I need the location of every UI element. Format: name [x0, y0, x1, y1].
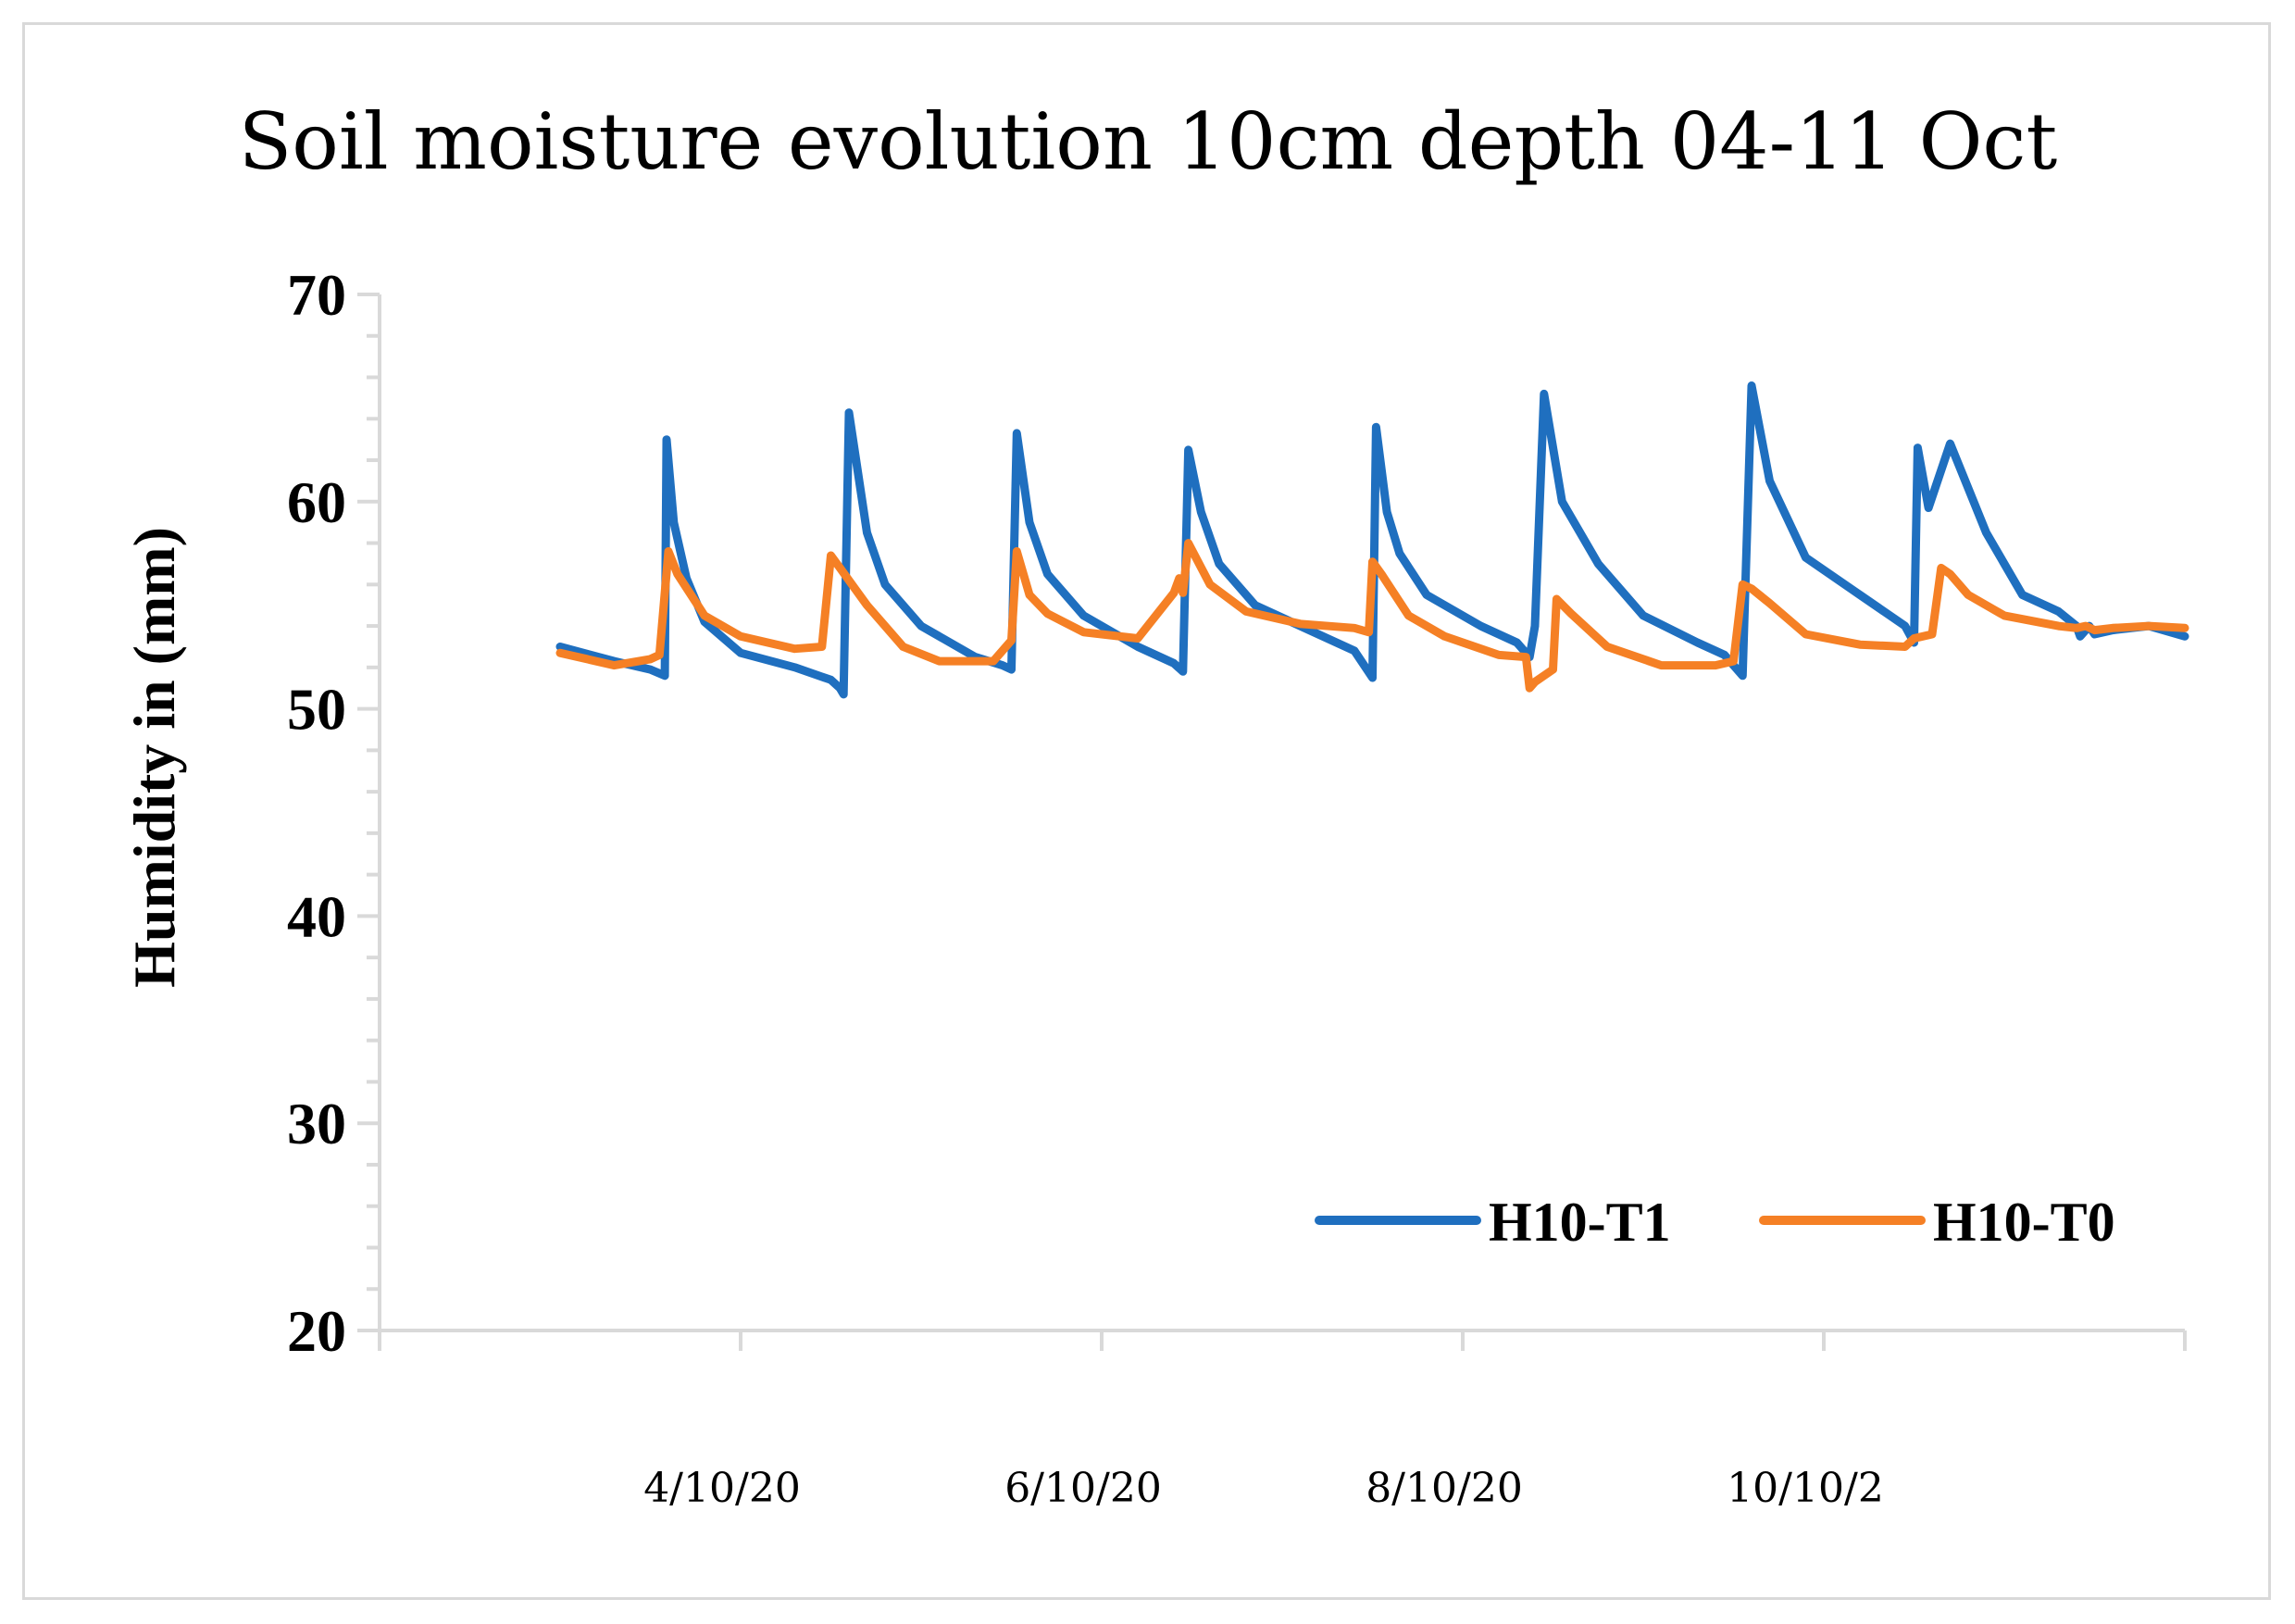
series-line-h10-t1	[555, 381, 2189, 699]
y-tick-label: 70	[287, 262, 346, 328]
y-tick-label: 50	[287, 677, 346, 743]
x-ticks: 4/10/20 6/10/20 8/10/20 10/10/2	[378, 1330, 2187, 1512]
series-line-h10-t0	[555, 539, 2189, 693]
chart-title: Soil moisture evolution 10cm depth 04-11…	[239, 96, 2058, 187]
y-tick-label: 30	[287, 1091, 346, 1156]
y-tick-label: 60	[287, 469, 346, 535]
legend-label-h10-t1: H10-T1	[1489, 1192, 1671, 1253]
x-tick-label: 4/10/20	[643, 1465, 801, 1512]
x-tick-label: 6/10/20	[1004, 1465, 1162, 1512]
y-tick-label: 40	[287, 883, 346, 949]
y-tick-label: 20	[287, 1298, 346, 1364]
y-axis-label: Humidity in (mm)	[121, 527, 187, 988]
x-tick-label: 10/10/2	[1727, 1465, 1884, 1512]
x-tick-label: 8/10/20	[1366, 1465, 1523, 1512]
chart-frame	[22, 22, 2271, 1600]
series-lines	[555, 381, 2189, 699]
legend-label-h10-t0: H10-T0	[1933, 1192, 2115, 1253]
legend: H10-T1 H10-T0	[1315, 1192, 2115, 1253]
y-ticks: 20 30 40 50 60 70	[287, 262, 380, 1364]
